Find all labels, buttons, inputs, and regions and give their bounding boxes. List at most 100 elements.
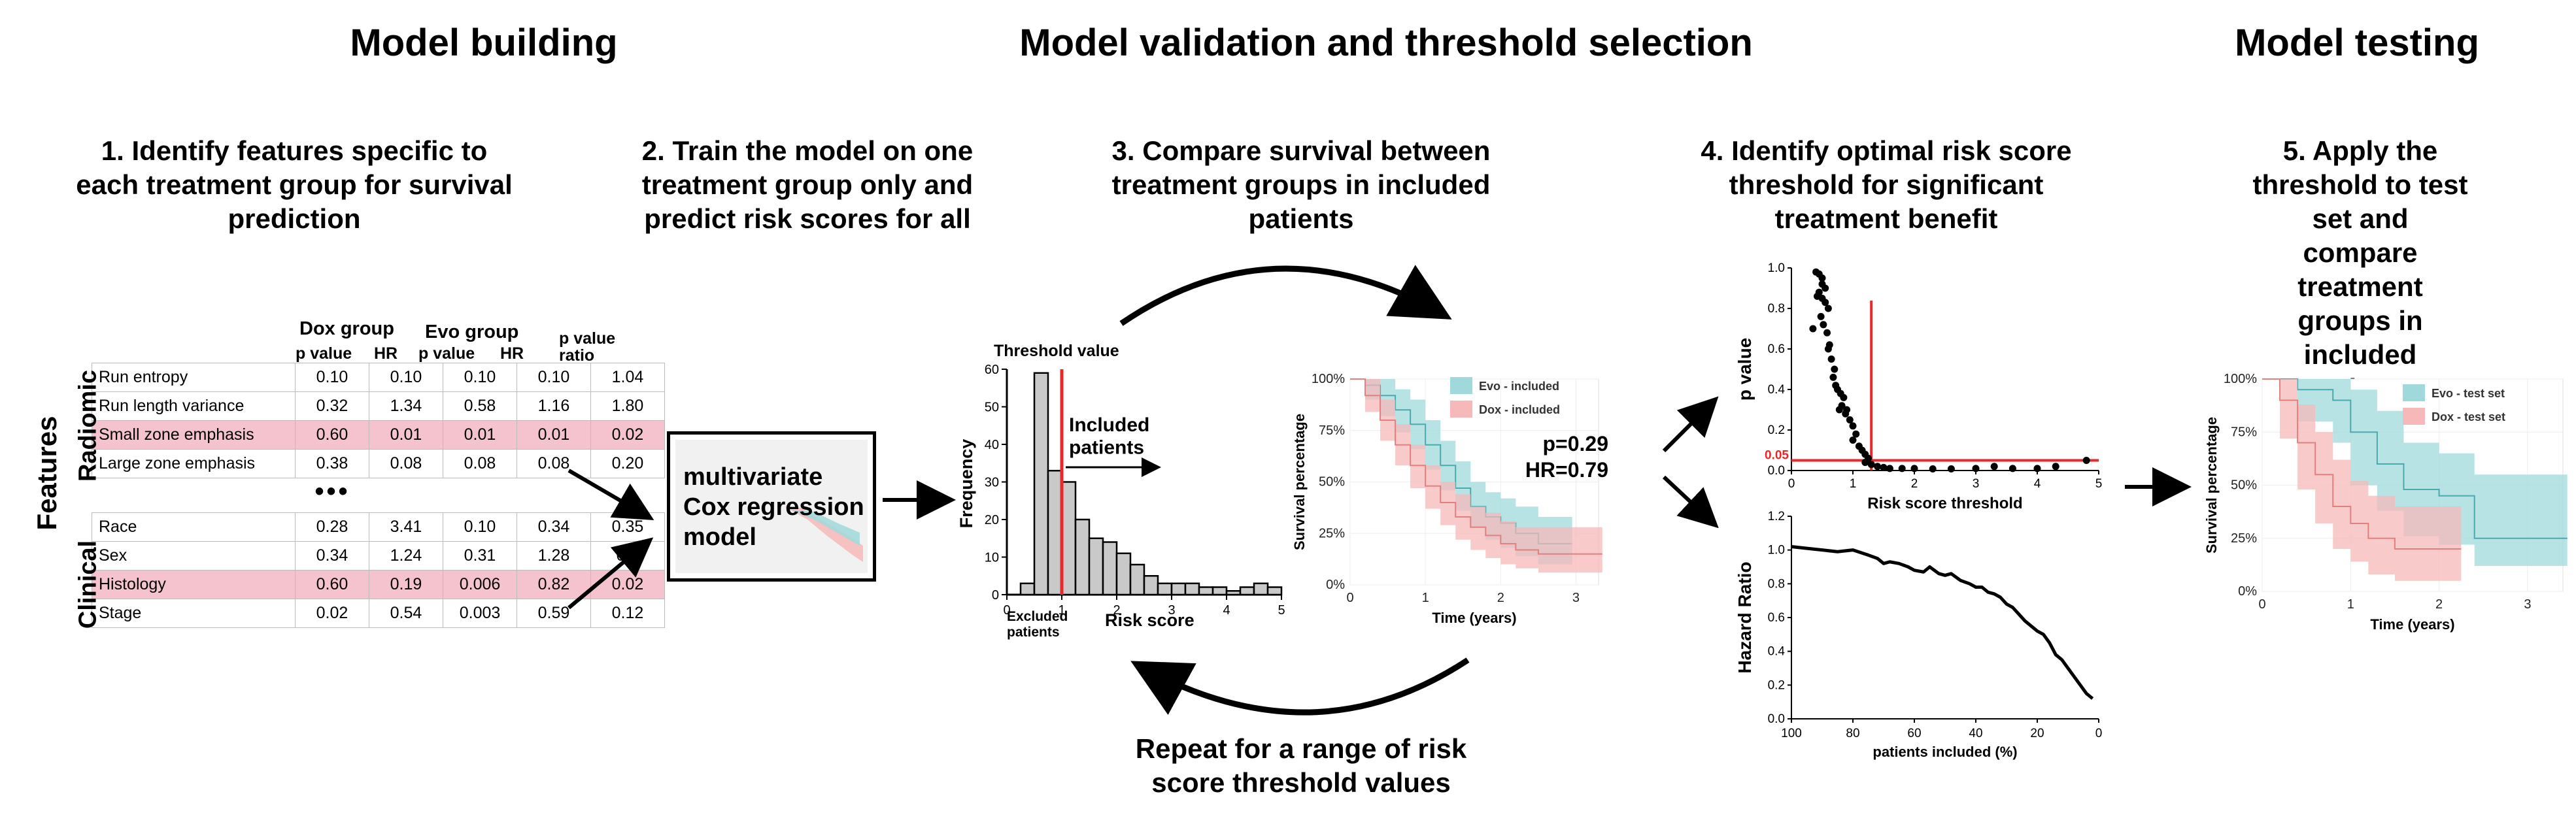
ci-band: [2262, 379, 2568, 566]
bar: [1157, 582, 1173, 596]
table-cell-dox-p: 0.02: [295, 599, 369, 628]
x-tick-label: 80: [1846, 727, 1859, 740]
scatter-point: [1829, 373, 1837, 381]
legend-swatch: [1450, 401, 1472, 418]
y-tick-label: 75%: [2231, 425, 2257, 439]
x-tick-label: 4: [1223, 603, 1230, 618]
bar: [1047, 470, 1063, 596]
x-tick-label: 5: [1278, 603, 1285, 618]
hazard-ratio-chart: 0.0 0.2 0.4 0.6 0.8 1.0 1.2 100 80 60 40 20 0 patient…: [1735, 510, 2102, 760]
bar: [1129, 563, 1145, 596]
y-axis-title: Hazard Ratio: [1735, 561, 1755, 673]
scatter-point: [1880, 463, 1888, 471]
y-axis-title: Survival percentage: [2203, 417, 2220, 553]
table-row: Small zone emphasis 0.60 0.01 0.01 0.01 0.02: [92, 420, 665, 450]
arrow-radiomic-to-cox: [568, 469, 654, 521]
bar: [1074, 518, 1091, 596]
step-1-title: 1. Identify features specific to each tr…: [76, 135, 513, 234]
scatter-point: [1823, 329, 1831, 337]
y-tick-label: 1.0: [1768, 544, 1785, 557]
hazard-ratio-line: [1791, 545, 2094, 700]
step-4-title: 4. Identify optimal risk score threshold…: [1701, 135, 2072, 234]
table-cell-evo-p: 0.31: [443, 541, 517, 570]
x-tick-label: 3: [1572, 591, 1580, 605]
table-row: Large zone emphasis 0.38 0.08 0.08 0.08 0.20: [92, 449, 665, 478]
scatter-point: [2033, 465, 2041, 472]
bar: [1102, 541, 1118, 596]
table-cell-name: Histology: [92, 570, 296, 599]
scatter-point: [1820, 321, 1827, 329]
table-cell-evo-hr: 0.82: [517, 570, 591, 599]
y-tick-label: 50: [985, 401, 999, 415]
y-tick-label: 0.4: [1768, 645, 1786, 659]
y-tick-label: 0.0: [1768, 712, 1785, 726]
y-tick-label: 0.6: [1768, 611, 1785, 625]
x-tick-label: 2: [2435, 597, 2443, 612]
table-cell-dox-p: 0.60: [295, 570, 369, 599]
table-cell-name: Run length variance: [92, 391, 296, 421]
bar: [1184, 582, 1200, 596]
y-tick-label: 0.4: [1768, 383, 1786, 397]
table-cell-evo-p: 0.08: [443, 449, 517, 478]
section-title-building: Model building: [350, 22, 618, 64]
y-tick-label: 1.2: [1768, 510, 1785, 523]
x-axis-title: Time (years): [2370, 616, 2454, 633]
threshold-title: Threshold value: [994, 342, 1119, 360]
step-5-title: 5. Apply the threshold to test set and c…: [2252, 135, 2468, 404]
clinical-table: Race 0.28 3.41 0.10 0.34 0.35 Sex 0.34 1.24 0.31 1…: [92, 512, 665, 628]
scatter-point: [1846, 416, 1854, 423]
y-tick-label: 0.8: [1768, 302, 1785, 316]
scatter-point: [1822, 284, 1829, 292]
x-tick-label: 3: [1973, 477, 1980, 491]
x-tick-label: 2: [1911, 477, 1918, 491]
scatter-point: [1827, 355, 1835, 363]
table-cell-name: Race: [92, 512, 296, 542]
y-tick-label: 30: [985, 476, 999, 490]
p-value-stat: p=0.29: [1542, 432, 1608, 455]
ellipsis: •••: [314, 477, 350, 506]
table-cell-dox-p: 0.32: [295, 391, 369, 421]
y-axis-title: p value: [1735, 338, 1755, 401]
col-dox-hr: HR: [374, 344, 398, 363]
table-cell-evo-p: 0.003: [443, 599, 517, 628]
threshold-label: 0.05: [1765, 449, 1789, 463]
histogram-chart: 0 10 20 30 40 50 60 0 1 2 3 4 5 Threshold value Includ…: [957, 342, 1285, 640]
evo-group-header: Evo group: [425, 322, 519, 342]
table-cell-evo-hr: 0.10: [517, 363, 591, 392]
y-tick-label: 0.2: [1768, 423, 1785, 437]
x-tick-label: 4: [2034, 477, 2041, 491]
legend-swatch: [2403, 384, 2425, 401]
x-tick-label: 3: [1168, 603, 1175, 618]
table-cell-evo-hr: 0.01: [517, 420, 591, 450]
bar: [1239, 586, 1255, 596]
y-tick-label: 100%: [2224, 372, 2257, 386]
scatter-point: [1947, 465, 1955, 473]
table-cell-name: Run entropy: [92, 363, 296, 392]
table-cell-dox-hr: 0.54: [369, 599, 443, 628]
x-tick-label: 2: [1113, 603, 1120, 618]
bar: [1170, 582, 1187, 596]
x-tick-label: 1: [2347, 597, 2354, 612]
scatter-point: [1842, 410, 1850, 418]
x-axis-title: Time (years): [1432, 610, 1516, 626]
y-axis-title: Survival percentage: [1291, 414, 1308, 550]
y-tick-label: 100%: [1312, 372, 1345, 386]
bar: [1033, 372, 1049, 596]
y-axis-title: Frequency: [957, 439, 976, 529]
feature-table: Run entropy 0.10 0.10 0.10 0.10 1.04 Run lengt…: [92, 363, 665, 628]
bar: [1088, 537, 1104, 596]
cox-model-box: multivariate Cox regression model: [667, 431, 876, 582]
x-axis-title: Risk score: [1105, 610, 1195, 630]
scatter-point: [1874, 463, 1882, 471]
scatter-point: [1817, 312, 1825, 320]
scatter-point: [1824, 305, 1832, 312]
repeat-label: Repeat for a range of risk score thresho…: [1135, 733, 1467, 798]
arrow-loop-bottom: [1130, 657, 1470, 716]
legend-label: Evo - included: [1479, 380, 1559, 393]
scatter-point: [1849, 437, 1857, 444]
y-tick-label: 40: [985, 438, 999, 452]
scatter-point: [1809, 325, 1817, 333]
survival-line: [1350, 378, 1602, 555]
x-tick-label: 1: [1422, 591, 1429, 605]
x-tick-label: 100: [1781, 727, 1802, 740]
